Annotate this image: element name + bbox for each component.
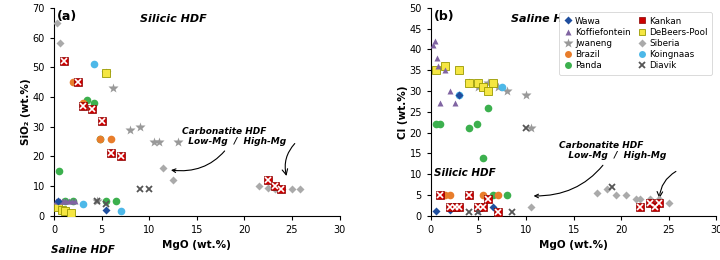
Text: Carbonatite HDF
   Low-Mg  /  High-Mg: Carbonatite HDF Low-Mg / High-Mg: [535, 141, 667, 198]
Text: Saline HDF: Saline HDF: [51, 245, 115, 255]
Y-axis label: SiO₂ (wt.%): SiO₂ (wt.%): [21, 79, 31, 145]
X-axis label: MgO (wt.%): MgO (wt.%): [162, 240, 231, 250]
Text: (a): (a): [57, 10, 77, 23]
X-axis label: MgO (wt.%): MgO (wt.%): [539, 240, 608, 250]
Text: Silicic HDF: Silicic HDF: [140, 14, 207, 24]
Text: Carbonatite HDF
  Low-Mg  /  High-Mg: Carbonatite HDF Low-Mg / High-Mg: [172, 127, 287, 172]
Text: Silicic HDF: Silicic HDF: [433, 168, 495, 178]
Text: (b): (b): [433, 10, 454, 23]
Y-axis label: Cl (wt.%): Cl (wt.%): [398, 85, 408, 139]
Legend: Wawa, Koffiefontein, Jwaneng, Brazil, Panda, Kankan, DeBeers-Pool, Siberia, Koin: Wawa, Koffiefontein, Jwaneng, Brazil, Pa…: [559, 12, 712, 75]
Text: Saline HDF: Saline HDF: [510, 14, 580, 24]
